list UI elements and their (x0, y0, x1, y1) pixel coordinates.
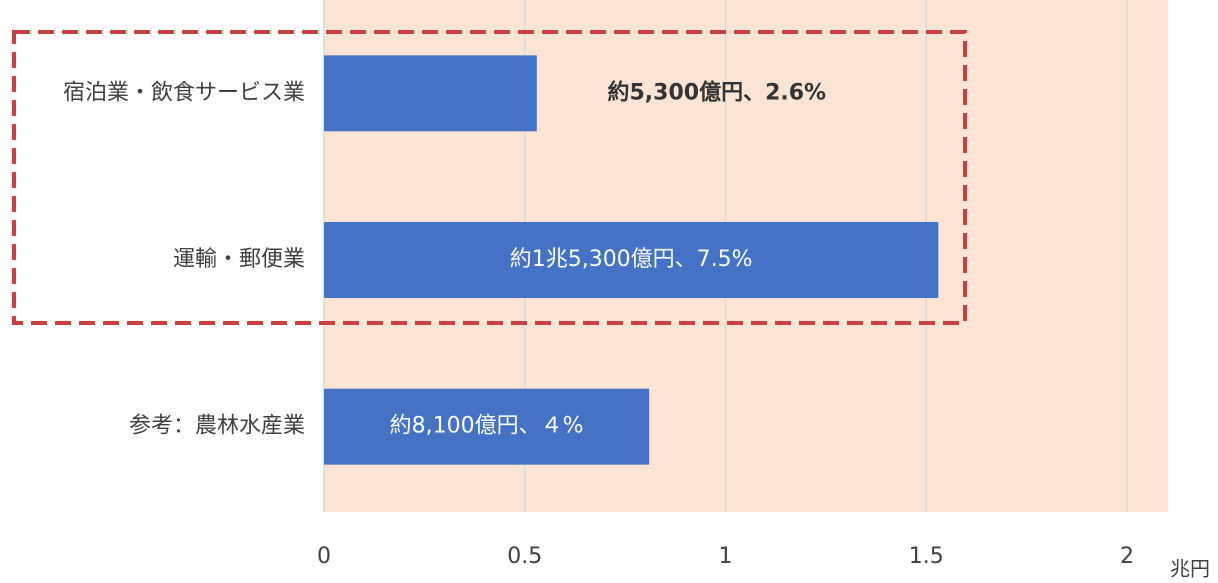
y-tick-label: 参考：農林水産業 (129, 414, 305, 439)
data-label: 約8,100億円、４% (390, 414, 584, 439)
highlight-box (12, 30, 967, 325)
bar (324, 222, 939, 298)
x-tick-label: 0.5 (507, 544, 542, 569)
data-label: 約5,300億円、2.6% (607, 79, 826, 105)
x-tick-label: 1.5 (909, 544, 944, 569)
data-label: 約1兆5,300億円、7.5% (510, 247, 753, 272)
y-tick-label: 宿泊業・飲食サービス業 (63, 80, 305, 105)
bar (324, 388, 650, 465)
x-axis-unit: 兆円 (1170, 557, 1210, 581)
y-tick-label: 運輸・郵便業 (173, 247, 305, 272)
x-tick-label: 1 (719, 544, 733, 569)
x-tick-label: 2 (1120, 544, 1134, 569)
bar (324, 55, 537, 132)
x-tick-label: 0 (317, 544, 331, 569)
